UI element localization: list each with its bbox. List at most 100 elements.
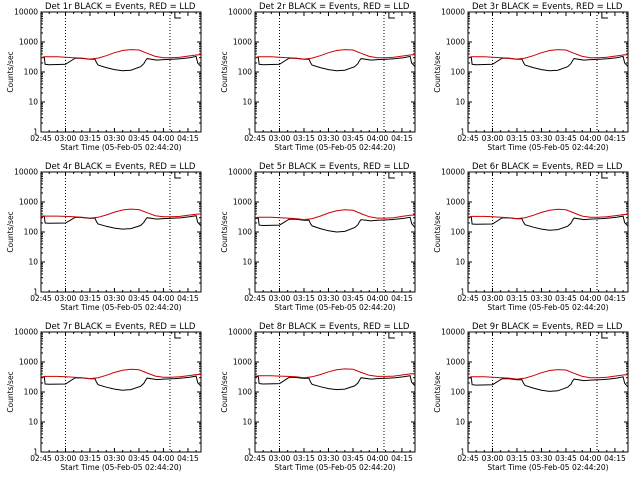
y-tick-label: 1: [247, 128, 252, 137]
y-axis-label: Counts/sec: [433, 371, 442, 412]
y-axis-label: Counts/sec: [6, 371, 15, 412]
x-tick-label: 03:30: [531, 454, 553, 463]
y-tick-label: 1: [247, 448, 252, 457]
y-axis-label: Counts/sec: [220, 51, 229, 92]
x-tick-label: 03:15: [506, 454, 528, 463]
y-axis-label: Counts/sec: [6, 51, 15, 92]
x-tick-label: 04:15: [604, 294, 626, 303]
series-line-events: [254, 55, 416, 72]
x-tick-label: 03:45: [555, 134, 577, 143]
x-tick-label: 03:00: [55, 134, 77, 143]
panel-det-7r: Det 7r BLACK = Events, RED = LLD 1 10 100 10…: [6, 322, 202, 472]
x-axis-label: Start Time (05-Feb-05 02:44:20): [487, 143, 608, 152]
panel-det-2r: Det 2r BLACK = Events, RED = LLD 1 10 100 10…: [220, 2, 416, 152]
panel-title: Det 9r BLACK = Events, RED = LLD: [472, 322, 623, 332]
interval-marker: [388, 12, 395, 19]
x-tick-label: 03:00: [55, 294, 77, 303]
x-axis-label: Start Time (05-Feb-05 02:44:20): [274, 303, 395, 312]
x-axis-label: Start Time (05-Feb-05 02:44:20): [60, 463, 181, 472]
x-tick-label: 03:00: [482, 294, 504, 303]
y-tick-label: 10: [455, 418, 465, 427]
y-axis-label: Counts/sec: [220, 211, 229, 252]
panel-title: Det 6r BLACK = Events, RED = LLD: [472, 162, 623, 172]
y-axis-label: Counts/sec: [433, 211, 442, 252]
y-tick-label: 10: [455, 98, 465, 107]
x-tick-label: 03:45: [342, 134, 364, 143]
x-tick-label: 02:45: [457, 294, 479, 303]
y-tick-label: 10: [28, 418, 38, 427]
interval-marker: [174, 172, 181, 179]
series-line-lld: [467, 49, 629, 60]
x-tick-label: 03:45: [128, 134, 150, 143]
x-tick-label: 03:00: [269, 294, 291, 303]
y-tick-label: 1: [33, 288, 38, 297]
x-tick-label: 03:15: [506, 294, 528, 303]
interval-marker: [601, 172, 608, 179]
y-tick-label: 1000: [19, 198, 38, 207]
x-tick-label: 03:15: [293, 294, 315, 303]
y-tick-label: 100: [24, 228, 39, 237]
x-tick-label: 03:45: [128, 294, 150, 303]
x-tick-label: 02:45: [244, 454, 266, 463]
x-tick-label: 04:15: [391, 294, 413, 303]
y-tick-label: 10: [455, 258, 465, 267]
panel-det-4r: Det 4r BLACK = Events, RED = LLD 1 10 100 10…: [6, 162, 202, 312]
x-tick-label: 04:00: [153, 134, 175, 143]
y-tick-label: 1: [33, 448, 38, 457]
y-axis-label: Counts/sec: [6, 211, 15, 252]
series-line-events: [254, 216, 416, 233]
y-tick-label: 1000: [446, 198, 465, 207]
x-tick-label: 03:00: [269, 134, 291, 143]
series-line-events: [467, 55, 629, 72]
x-tick-label: 03:45: [342, 454, 364, 463]
x-tick-label: 03:30: [531, 134, 553, 143]
series-line-events: [467, 215, 629, 231]
x-tick-label: 04:00: [367, 454, 389, 463]
x-tick-label: 03:30: [318, 134, 340, 143]
x-axis-label: Start Time (05-Feb-05 02:44:20): [274, 463, 395, 472]
x-tick-label: 03:00: [55, 454, 77, 463]
y-tick-label: 10: [242, 98, 252, 107]
y-tick-label: 100: [238, 228, 253, 237]
x-tick-label: 02:45: [30, 294, 52, 303]
interval-marker: [388, 172, 395, 179]
y-tick-label: 10: [242, 418, 252, 427]
panel-title: Det 7r BLACK = Events, RED = LLD: [45, 322, 196, 332]
x-tick-label: 03:00: [482, 134, 504, 143]
panel-det-8r: Det 8r BLACK = Events, RED = LLD 1 10 100 10…: [220, 322, 416, 472]
x-tick-label: 04:15: [604, 454, 626, 463]
x-tick-label: 03:15: [79, 134, 101, 143]
x-tick-label: 04:15: [391, 454, 413, 463]
x-tick-label: 02:45: [30, 134, 52, 143]
y-tick-label: 1000: [233, 358, 252, 367]
y-tick-label: 1: [460, 288, 465, 297]
x-tick-label: 03:45: [128, 454, 150, 463]
panel-title: Det 3r BLACK = Events, RED = LLD: [472, 2, 623, 12]
y-tick-label: 1: [33, 128, 38, 137]
y-tick-label: 1: [460, 448, 465, 457]
series-line-events: [254, 375, 416, 391]
interval-marker: [601, 12, 608, 19]
y-tick-label: 1000: [233, 38, 252, 47]
x-tick-label: 03:15: [293, 134, 315, 143]
series-line-events: [40, 55, 202, 72]
x-tick-label: 03:30: [318, 294, 340, 303]
x-tick-label: 04:15: [391, 134, 413, 143]
x-tick-label: 03:45: [555, 454, 577, 463]
panel-title: Det 2r BLACK = Events, RED = LLD: [259, 2, 410, 12]
y-axis-label: Counts/sec: [433, 51, 442, 92]
x-tick-label: 03:30: [531, 294, 553, 303]
y-tick-label: 100: [24, 388, 39, 397]
y-tick-label: 1000: [446, 358, 465, 367]
x-tick-label: 04:00: [580, 294, 602, 303]
x-axis-label: Start Time (05-Feb-05 02:44:20): [487, 303, 608, 312]
y-tick-label: 10000: [228, 8, 252, 17]
x-tick-label: 04:00: [367, 134, 389, 143]
y-tick-label: 1000: [446, 38, 465, 47]
panel-det-5r: Det 5r BLACK = Events, RED = LLD 1 10 100 10…: [220, 162, 416, 312]
y-tick-label: 10000: [228, 168, 252, 177]
interval-marker: [388, 332, 395, 339]
x-tick-label: 03:15: [506, 134, 528, 143]
series-line-lld: [40, 368, 202, 380]
